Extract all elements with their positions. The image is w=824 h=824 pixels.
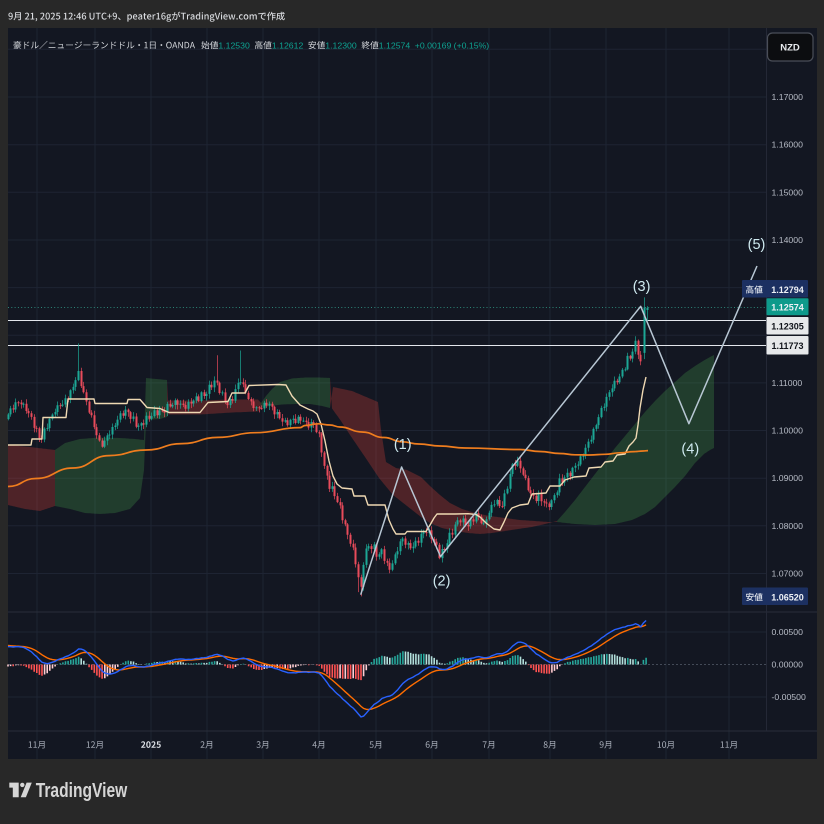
svg-text:(4): (4) <box>681 442 699 458</box>
svg-text:1.12794: 1.12794 <box>771 285 804 295</box>
svg-text:1.08000: 1.08000 <box>772 521 804 531</box>
svg-text:-0.00500: -0.00500 <box>772 692 806 702</box>
svg-text:NZD: NZD <box>780 43 800 54</box>
svg-text:1.14000: 1.14000 <box>772 235 804 245</box>
svg-text:1.06520: 1.06520 <box>771 592 804 602</box>
svg-text:1.15000: 1.15000 <box>772 187 804 197</box>
svg-text:1.11000: 1.11000 <box>772 378 803 388</box>
svg-text:1.12574: 1.12574 <box>771 303 804 313</box>
svg-text:(5): (5) <box>748 237 766 253</box>
svg-text:1.12530: 1.12530 <box>218 40 250 50</box>
svg-text:0.00000: 0.00000 <box>772 660 804 670</box>
svg-text:1.07000: 1.07000 <box>772 569 804 579</box>
svg-text:1.09000: 1.09000 <box>772 473 804 483</box>
svg-text:(3): (3) <box>633 279 651 295</box>
svg-text:(2): (2) <box>433 574 451 590</box>
svg-text:1.16000: 1.16000 <box>772 140 804 150</box>
svg-text:1.12305: 1.12305 <box>771 322 804 332</box>
svg-text:1.12574: 1.12574 <box>379 40 411 50</box>
svg-text:1.11773: 1.11773 <box>771 341 803 351</box>
svg-text:(1): (1) <box>394 437 412 453</box>
svg-text:1.12612: 1.12612 <box>272 40 304 50</box>
svg-text:1.10000: 1.10000 <box>772 426 804 436</box>
svg-text:1.12300: 1.12300 <box>325 40 357 50</box>
svg-text:+0.00169 (+0.15%): +0.00169 (+0.15%) <box>415 40 489 50</box>
svg-text:1.17000: 1.17000 <box>772 92 804 102</box>
svg-text:0.00500: 0.00500 <box>772 627 804 637</box>
svg-text:TradingView: TradingView <box>36 779 128 801</box>
